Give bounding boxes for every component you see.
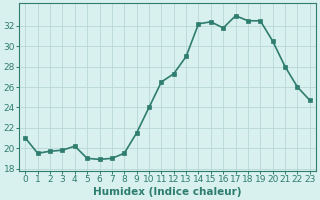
X-axis label: Humidex (Indice chaleur): Humidex (Indice chaleur)	[93, 187, 242, 197]
